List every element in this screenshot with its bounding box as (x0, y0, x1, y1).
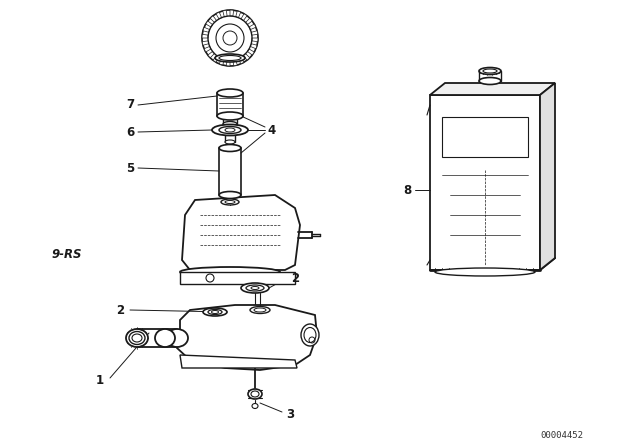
Polygon shape (177, 305, 317, 370)
Polygon shape (202, 34, 208, 38)
Ellipse shape (126, 329, 148, 347)
Polygon shape (220, 58, 224, 65)
Ellipse shape (155, 329, 175, 347)
Polygon shape (252, 38, 258, 42)
Circle shape (202, 10, 258, 66)
Ellipse shape (206, 274, 214, 282)
Ellipse shape (203, 308, 227, 316)
Text: 5: 5 (126, 161, 134, 175)
Text: 6: 6 (126, 125, 134, 138)
Ellipse shape (252, 404, 258, 409)
Polygon shape (213, 56, 219, 62)
Ellipse shape (180, 267, 280, 277)
Polygon shape (208, 52, 214, 58)
Text: 2: 2 (116, 303, 124, 316)
Ellipse shape (479, 68, 501, 74)
Polygon shape (430, 83, 555, 95)
Polygon shape (430, 95, 540, 270)
Text: 1: 1 (96, 374, 104, 387)
Bar (442, 117, 528, 157)
Ellipse shape (217, 89, 243, 97)
Ellipse shape (212, 125, 248, 135)
Ellipse shape (219, 145, 241, 151)
Polygon shape (180, 355, 297, 368)
Polygon shape (540, 83, 555, 270)
Ellipse shape (223, 121, 237, 126)
Ellipse shape (248, 389, 262, 399)
Polygon shape (246, 18, 252, 25)
Text: 4: 4 (268, 124, 276, 137)
Text: 3: 3 (286, 409, 294, 422)
Text: 7: 7 (126, 99, 134, 112)
Polygon shape (210, 16, 216, 22)
Polygon shape (202, 41, 209, 45)
Text: 8: 8 (403, 184, 411, 197)
Polygon shape (248, 49, 254, 55)
Polygon shape (203, 27, 210, 32)
Polygon shape (227, 60, 230, 66)
Polygon shape (236, 11, 241, 17)
Ellipse shape (215, 54, 245, 62)
Ellipse shape (479, 78, 501, 85)
Polygon shape (216, 12, 221, 19)
Polygon shape (243, 54, 250, 60)
Text: 00004452: 00004452 (540, 431, 583, 439)
Ellipse shape (225, 140, 235, 144)
Polygon shape (205, 21, 212, 27)
Polygon shape (239, 57, 244, 64)
Ellipse shape (166, 329, 188, 347)
Text: 9-RS: 9-RS (52, 249, 83, 262)
Polygon shape (241, 14, 247, 21)
Ellipse shape (219, 191, 241, 198)
Ellipse shape (217, 112, 243, 120)
Ellipse shape (219, 126, 241, 134)
Ellipse shape (250, 306, 270, 314)
Polygon shape (252, 31, 258, 35)
Polygon shape (204, 47, 211, 52)
Polygon shape (223, 10, 227, 17)
Polygon shape (249, 24, 256, 30)
Ellipse shape (435, 268, 535, 276)
Text: 2: 2 (291, 271, 299, 284)
Polygon shape (182, 195, 300, 270)
Polygon shape (250, 44, 257, 49)
Ellipse shape (301, 324, 319, 346)
Ellipse shape (221, 199, 239, 205)
Ellipse shape (241, 283, 269, 293)
Polygon shape (230, 10, 234, 16)
Polygon shape (180, 272, 295, 284)
Polygon shape (233, 59, 237, 66)
